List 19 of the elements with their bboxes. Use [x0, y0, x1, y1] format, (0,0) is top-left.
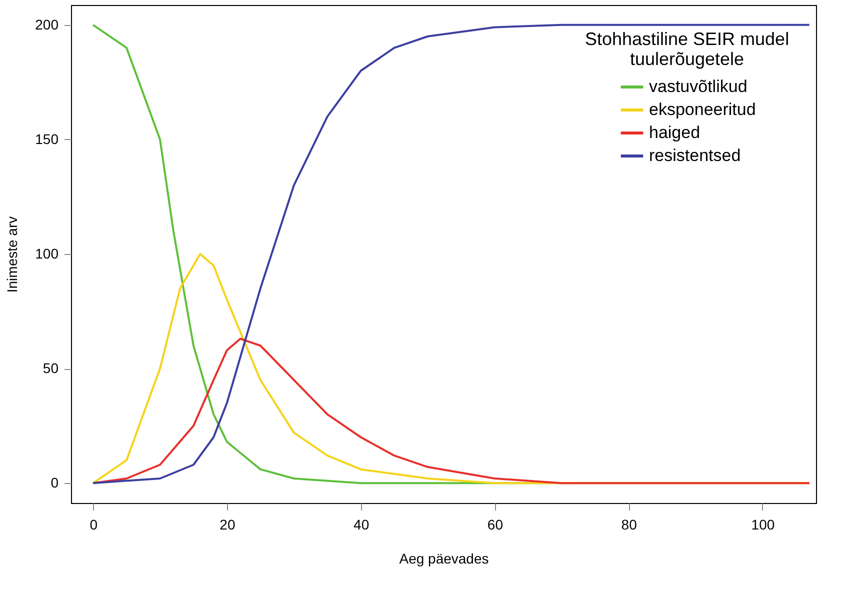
- y-axis-title: Inimeste arv: [4, 216, 20, 293]
- legend-label: eksponeeritud: [649, 100, 756, 119]
- x-tick-label: 20: [220, 516, 236, 532]
- x-tick-label: 80: [621, 516, 638, 532]
- x-tick-label: 60: [487, 516, 504, 532]
- y-tick-label: 200: [35, 16, 59, 32]
- y-tick-label: 150: [35, 130, 59, 147]
- x-tick-label: 0: [90, 516, 98, 532]
- y-tick-label: 0: [50, 474, 59, 491]
- legend-title: Stohhastiline SEIR mudel tuulerõugetele: [584, 29, 790, 69]
- x-tick-label: 100: [751, 516, 775, 532]
- line-series: [92, 24, 810, 484]
- x-axis-title: Aeg päevades: [399, 550, 489, 566]
- y-tick-label: 100: [35, 246, 59, 262]
- legend-label: haiged: [649, 123, 700, 142]
- y-tick-label: 50: [42, 360, 59, 376]
- legend-label: vastuvõtlikud: [649, 77, 748, 96]
- legend-label: resistentsed: [649, 146, 741, 165]
- x-tick-label: 40: [354, 516, 370, 532]
